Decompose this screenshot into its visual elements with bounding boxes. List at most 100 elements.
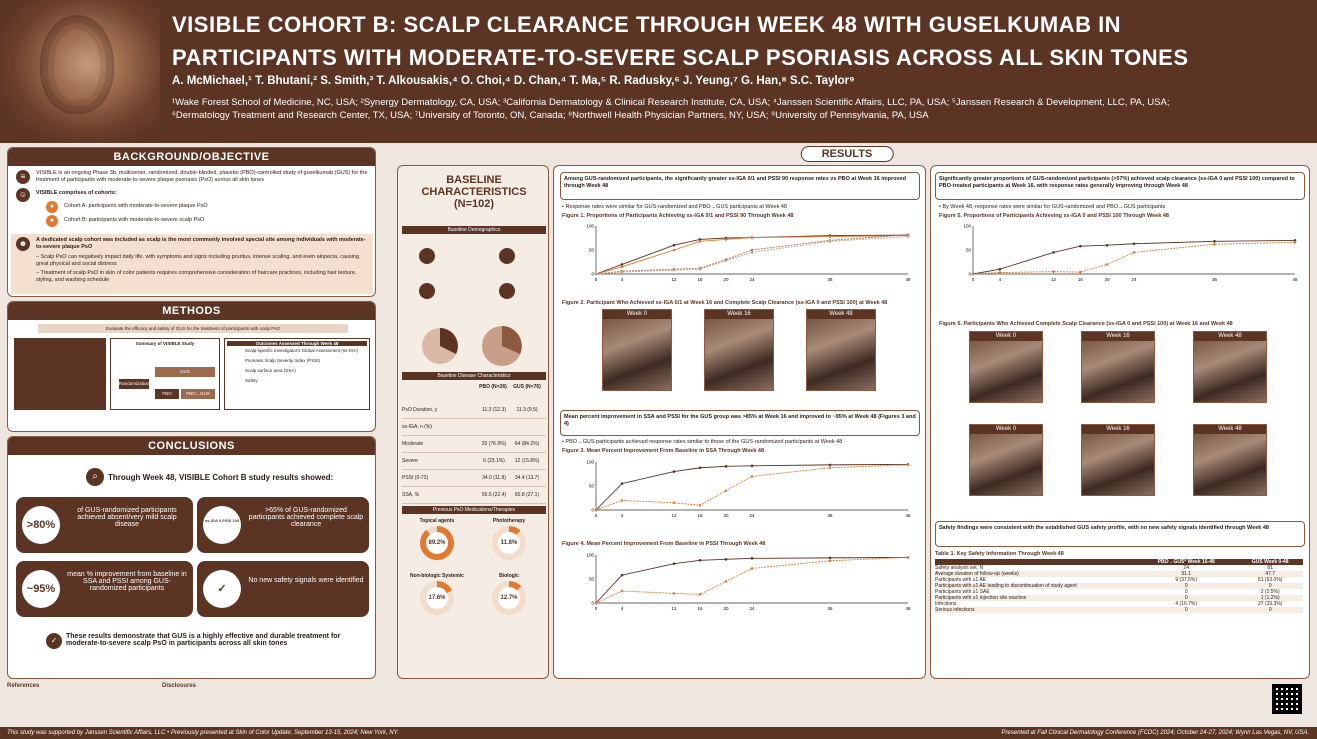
data-point: [1079, 270, 1082, 274]
y-tick-label: 0: [968, 272, 971, 277]
x-tick-label: 20: [723, 606, 729, 611]
baseline-row-gus: 64 (84.2%): [514, 441, 540, 447]
background-b2-text: Treatment of scalp PsO in skin of color …: [36, 270, 357, 283]
background-p3: A dedicated scalp cohort was included as…: [36, 237, 366, 250]
data-point: [620, 573, 624, 577]
med-value: 89.2%: [426, 532, 448, 554]
pbo-arm: PBO: [155, 389, 179, 399]
randomization-box: Randomization: [119, 379, 149, 389]
affiliations: ¹Wake Forest School of Medicine, NC, USA…: [172, 97, 1170, 121]
data-point: [698, 503, 702, 507]
x-tick-label: 36: [827, 277, 833, 282]
safety-row-label: Participants with ≥1 AE leading to disco…: [935, 583, 1077, 589]
data-point: [672, 268, 676, 272]
fig4-title: Figure 4. Mean Percent Improvement From …: [562, 541, 766, 547]
data-point: [724, 580, 728, 583]
disease-heading: Baseline Disease Characteristics: [402, 372, 546, 380]
fig6-p1-w16-label: Week 16: [1082, 332, 1154, 341]
safety-row: Participants with ≥1 SAE 0 2 (2.5%): [935, 589, 1303, 595]
c2-value: ss-IGA 0 PSSI 100: [203, 506, 241, 544]
fig6-p1-w16: Week 16: [1081, 331, 1155, 403]
x-tick-label: 16: [697, 513, 703, 518]
chart-axis: [595, 462, 908, 511]
data-point: [828, 466, 832, 470]
demographics-heading: Baseline Demographics: [402, 226, 546, 234]
med-value: 12.7%: [498, 587, 520, 609]
safety-row-label: Average duration of follow-up (weeks): [935, 571, 1019, 577]
cohort-b-icon: ●: [46, 215, 58, 227]
data-point: [698, 593, 702, 596]
study-summary: Summary of VISIBLE Study Randomization G…: [110, 338, 220, 410]
safety-row-label: Safety analysis set, N: [935, 565, 984, 571]
y-tick-label: 0: [591, 601, 594, 606]
meds-grid: Topical agents 89.2% Phototherapy 11.8% Non-…: [402, 518, 546, 628]
safety-col-b: GUS Week 0-48: [1251, 559, 1289, 565]
fig1-chart: 0 4 12 16 20 24 36 48 0 50 100: [586, 224, 911, 283]
fig6-p1-w48-label: Week 48: [1194, 332, 1266, 341]
x-tick-label: 24: [749, 606, 755, 611]
shield-icon: ✓: [203, 570, 241, 608]
data-point: [672, 501, 676, 505]
data-point: [998, 271, 1002, 274]
x-tick-label: 48: [905, 277, 911, 282]
results-right-panel: Significantly greater proportions of GUS…: [930, 165, 1310, 679]
doc-icon: ≡: [16, 170, 30, 184]
data-point: [828, 463, 832, 467]
background-b1-text: Scalp PsO can negatively impact daily li…: [36, 254, 360, 267]
fig6-p2-w48: Week 48: [1193, 424, 1267, 496]
data-point: [828, 559, 832, 563]
baseline-row: SSA, % 56.6 (22.4) 60.8 (27.1): [402, 487, 546, 504]
baseline-row-pbo: 34.0 (11.8): [482, 475, 506, 481]
cohort-b: Cohort B: participants with moderate-to-…: [64, 217, 205, 223]
baseline-row-label: ss-IGA, n (%): [402, 424, 433, 430]
data-point: [724, 489, 728, 493]
fig3-title: Figure 3. Mean Percent Improvement From …: [562, 448, 765, 454]
med-label: Phototherapy: [492, 518, 526, 524]
fig6-p1-w0-label: Week 0: [970, 332, 1042, 341]
finding-3: Significantly greater proportions of GUS…: [935, 172, 1305, 200]
bullet-3: • By Week 48, response rates were simila…: [939, 204, 1166, 210]
med-item: Non-biologic Systemic 17.6%: [402, 573, 472, 625]
finding-1: Among GUS-randomized participants, the s…: [560, 172, 920, 200]
x-tick-label: 36: [827, 513, 833, 518]
y-tick-label: 100: [586, 553, 594, 558]
med-label: Non-biologic Systemic: [410, 573, 464, 579]
summary-label: Summary of VISIBLE Study: [135, 341, 195, 346]
baseline-row-pbo: 56.6 (22.4): [481, 492, 507, 498]
data-point: [672, 470, 676, 473]
safety-row-b: 27 (33.3%): [1257, 601, 1283, 607]
data-point: [1293, 239, 1297, 242]
photo-week0-label: Week 0: [603, 310, 671, 319]
y-tick-label: 50: [589, 248, 595, 253]
baseline-row-pbo: 20 (76.9%): [481, 441, 507, 447]
x-tick-label: 48: [905, 606, 911, 611]
safety-row-a: 0: [1184, 583, 1188, 589]
x-tick-label: 16: [1078, 277, 1084, 282]
series-line: [595, 556, 909, 604]
x-tick-label: 12: [671, 513, 677, 518]
data-point: [1293, 241, 1297, 244]
qr-code[interactable]: [1272, 684, 1302, 714]
fig5-chart: 0 4 12 16 20 24 36 48 0 50 100: [963, 224, 1298, 283]
baseline-row-pbo: 11.3 (12.3): [482, 407, 506, 413]
data-point: [750, 557, 754, 560]
series-line: [595, 235, 909, 275]
data-point: [724, 465, 728, 468]
safety-row-a: 0: [1184, 607, 1188, 613]
x-tick-label: 16: [697, 606, 703, 611]
demographics-svg: [419, 248, 522, 366]
check-icon: ✓: [46, 633, 62, 649]
y-tick-label: 0: [591, 272, 594, 277]
people-icon: ☺: [16, 188, 30, 202]
safety-row-b: 2 (2.5%): [1260, 589, 1280, 595]
data-point: [724, 259, 728, 262]
meds-heading: Previous PsO Medications/Therapies: [402, 506, 546, 514]
data-point: [724, 238, 728, 241]
results-middle-panel: Among GUS-randomized participants, the s…: [553, 165, 926, 679]
poster-title: VISIBLE COHORT B: SCALP CLEARANCE THROUG…: [172, 12, 1189, 70]
baseline-row: Moderate 20 (76.9%) 64 (84.2%): [402, 436, 546, 453]
x-tick-label: 0: [595, 277, 598, 282]
eligibility-box: [14, 338, 106, 410]
safety-row-b: 0: [1268, 583, 1272, 589]
data-point: [594, 508, 598, 512]
